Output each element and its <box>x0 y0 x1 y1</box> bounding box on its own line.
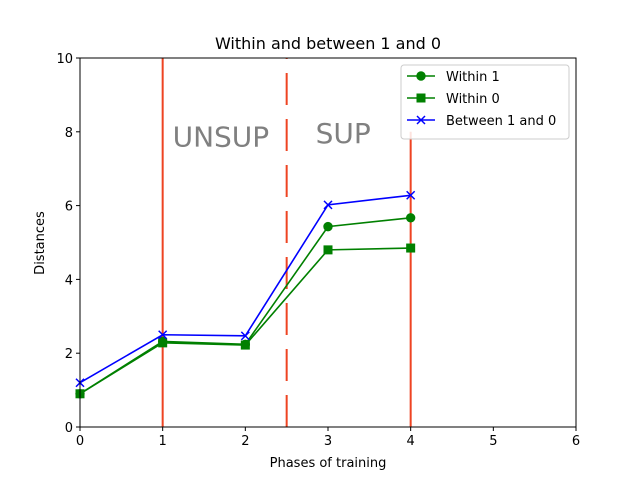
data-point-between-1-and-0-1-stroke-b <box>158 330 168 340</box>
legend-marker-within-0 <box>416 93 426 103</box>
y-tick-label-2: 2 <box>65 347 73 362</box>
x-tick-label-2: 2 <box>241 434 249 449</box>
data-point-within-0-2 <box>240 340 250 350</box>
data-point-between-1-and-0-2-stroke-b <box>240 331 250 341</box>
legend-marker-between-1-and-0 <box>416 115 426 125</box>
data-point-between-1-and-0-3-stroke-b <box>323 200 333 210</box>
data-point-within-0-1 <box>158 338 168 348</box>
y-tick-label-4: 4 <box>65 273 73 288</box>
y-tick-label-10: 10 <box>56 52 73 67</box>
plot-area: UNSUP SUP 0 1 2 3 4 5 6 0 2 4 6 8 10 <box>56 52 580 449</box>
x-tick-label-6: 6 <box>572 434 580 449</box>
y-tick-label-6: 6 <box>65 200 73 215</box>
data-point-between-1-and-0-3 <box>323 200 333 210</box>
data-point-between-1-and-0-4-stroke-b <box>406 190 416 200</box>
y-tick-label-0: 0 <box>65 421 73 436</box>
data-point-within-1-3 <box>323 221 333 232</box>
annotation-sup: SUP <box>316 117 371 150</box>
data-point-within-1-4 <box>405 213 416 223</box>
legend-label-within-1: Within 1 <box>446 70 500 85</box>
x-axis-label: Phases of training <box>270 456 387 471</box>
data-point-between-1-and-0-1 <box>158 330 168 340</box>
y-tick-label-8: 8 <box>65 126 73 141</box>
data-point-between-1-and-0-4 <box>406 190 416 200</box>
annotation-unsup: UNSUP <box>173 121 270 154</box>
x-tick-label-4: 4 <box>407 434 415 449</box>
legend-label-between-1-and-0: Between 1 and 0 <box>446 114 556 129</box>
legend-marker-between-1-and-0-stroke-b <box>416 115 426 125</box>
x-tick-label-1: 1 <box>159 434 167 449</box>
legend-label-within-0: Within 0 <box>446 92 500 107</box>
data-point-within-0-3 <box>323 245 333 255</box>
x-tick-label-0: 0 <box>76 434 84 449</box>
legend-marker-within-1 <box>416 71 426 81</box>
y-axis-label: Distances <box>33 211 48 275</box>
legend-box <box>400 64 570 140</box>
legend: Within 1 Within 0 Between 1 and 0 <box>400 64 570 140</box>
chart-title: Within and between 1 and 0 <box>215 34 441 53</box>
data-point-between-1-and-0-2 <box>240 331 250 341</box>
x-tick-label-3: 3 <box>324 434 332 449</box>
x-tick-label-5: 5 <box>489 434 497 449</box>
data-point-within-0-4 <box>406 243 416 253</box>
